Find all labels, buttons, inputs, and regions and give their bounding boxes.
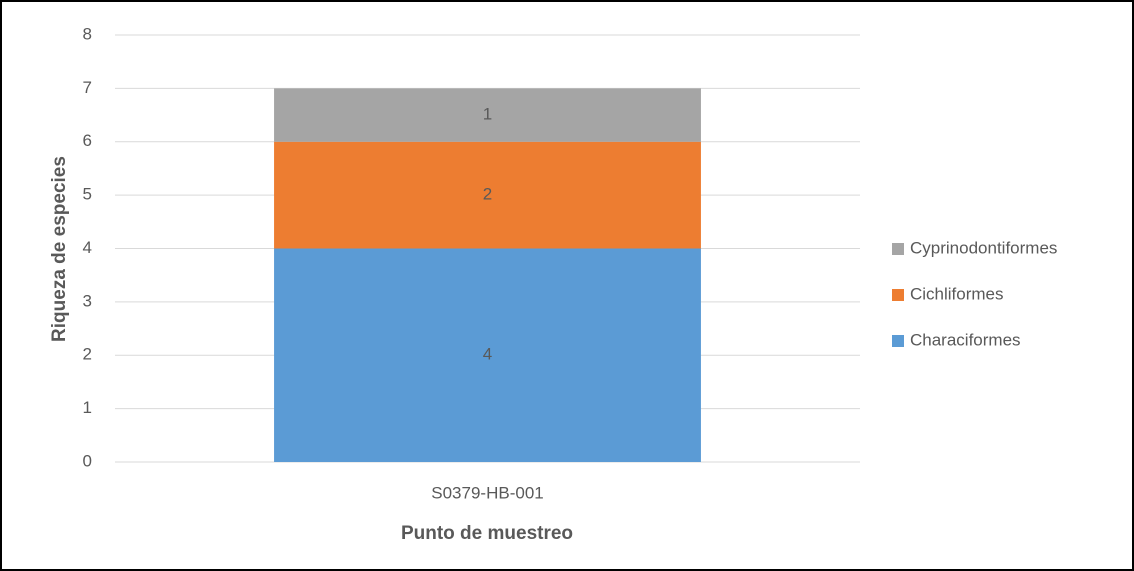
- data-label: 1: [483, 105, 492, 124]
- legend-swatch: [892, 289, 904, 301]
- y-tick-label: 3: [83, 291, 92, 310]
- legend-label: Cyprinodontiformes: [910, 238, 1057, 257]
- y-tick-label: 2: [83, 345, 92, 364]
- y-tick-label: 4: [83, 238, 92, 257]
- bar-segment: [274, 88, 701, 142]
- y-tick-label: 6: [83, 131, 92, 150]
- y-tick-label: 8: [83, 24, 92, 43]
- y-tick-label: 1: [83, 398, 92, 417]
- data-label: 2: [483, 185, 492, 204]
- y-tick-label: 5: [83, 185, 92, 204]
- legend-swatch: [892, 243, 904, 255]
- bar-segment: [274, 248, 701, 462]
- data-label: 4: [483, 345, 492, 364]
- legend-swatch: [892, 335, 904, 347]
- legend-label: Cichliformes: [910, 284, 1004, 303]
- legend-label: Characiformes: [910, 330, 1021, 349]
- y-tick-label: 0: [83, 451, 92, 470]
- y-tick-label: 7: [83, 78, 92, 97]
- x-tick-label: S0379-HB-001: [431, 483, 543, 502]
- x-axis-title: Punto de muestreo: [401, 523, 573, 544]
- bar-segment: [274, 141, 701, 249]
- y-axis-title: Riqueza de especies: [49, 156, 70, 342]
